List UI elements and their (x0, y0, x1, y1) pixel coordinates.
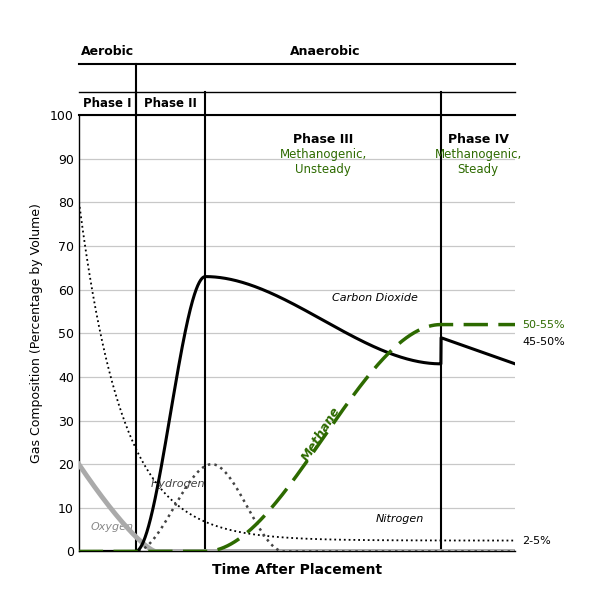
X-axis label: Time After Placement: Time After Placement (212, 562, 382, 576)
Text: Phase I: Phase I (83, 97, 132, 110)
Text: Methanogenic,: Methanogenic, (279, 148, 367, 161)
Text: Carbon Dioxide: Carbon Dioxide (332, 293, 418, 304)
Text: Anaerobic: Anaerobic (290, 45, 361, 58)
Text: 2-5%: 2-5% (522, 536, 551, 545)
Text: Methanogenic,: Methanogenic, (435, 148, 522, 161)
Text: Phase II: Phase II (144, 97, 197, 110)
Text: Aerobic: Aerobic (81, 45, 134, 58)
Text: Methane: Methane (299, 404, 343, 463)
Text: Nitrogen: Nitrogen (376, 514, 424, 524)
Text: 50-55%: 50-55% (522, 319, 565, 330)
Text: Unsteady: Unsteady (295, 163, 351, 176)
Y-axis label: Gas Composition (Percentage by Volume): Gas Composition (Percentage by Volume) (30, 204, 43, 463)
Text: Oxygen: Oxygen (91, 522, 134, 533)
Text: Steady: Steady (458, 163, 499, 176)
Text: Hydrogen: Hydrogen (151, 479, 205, 489)
Text: Phase III: Phase III (293, 133, 353, 145)
Text: 45-50%: 45-50% (522, 337, 565, 347)
Text: Phase IV: Phase IV (448, 133, 508, 145)
